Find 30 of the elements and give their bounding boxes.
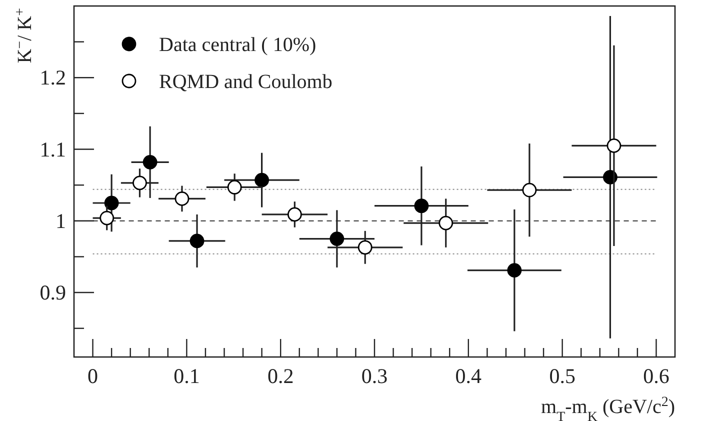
point — [227, 180, 242, 194]
point — [104, 196, 119, 210]
point — [132, 176, 147, 190]
point — [414, 198, 429, 214]
legend-label: Data central ( 10%) — [159, 34, 316, 56]
point — [254, 172, 270, 188]
point — [606, 138, 622, 153]
point — [100, 210, 114, 226]
point — [287, 207, 302, 222]
x-tick-label: 0.6 — [643, 364, 670, 388]
point — [507, 263, 522, 278]
x-tick-label: 0.3 — [361, 364, 388, 388]
y-tick-label: 0.9 — [40, 280, 66, 305]
x-tick-label: 0.4 — [455, 364, 482, 388]
point — [190, 234, 204, 248]
legend-label: RQMD and Coulomb — [159, 71, 332, 93]
point — [522, 182, 537, 198]
point — [174, 192, 190, 206]
x-axis-title: m$_{T}$-m$_{K}$ (GeV/c$^{2}$) — [541, 394, 675, 421]
y-tick-label: 1.2 — [40, 66, 66, 90]
y-tick-label: 1 — [56, 208, 66, 233]
x-tick-label: 0.1 — [174, 364, 200, 388]
y-tick-label: 1.1 — [40, 137, 66, 162]
point — [358, 240, 372, 255]
x-tick-label: 0.5 — [549, 364, 576, 388]
point — [142, 154, 158, 170]
x-tick-label: 0 — [88, 364, 98, 388]
point — [330, 232, 344, 246]
point — [438, 216, 454, 230]
x-tick-label: 0.2 — [267, 364, 294, 388]
